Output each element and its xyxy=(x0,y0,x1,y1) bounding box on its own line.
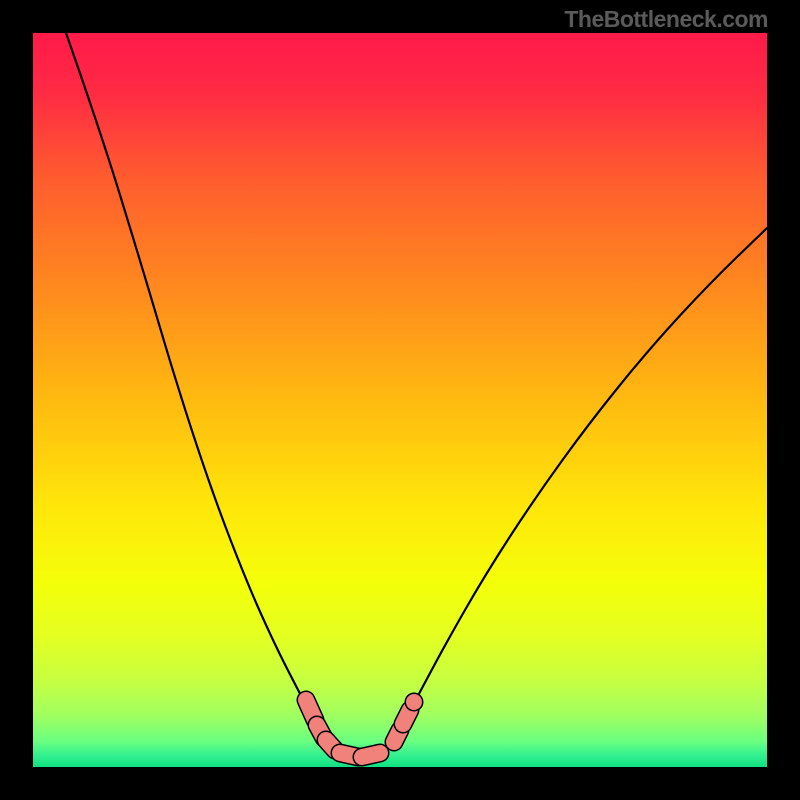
marker-segment xyxy=(362,753,380,757)
marker-segment xyxy=(403,710,410,724)
watermark-text: TheBottleneck.com xyxy=(564,6,768,32)
marker-dot xyxy=(405,693,424,712)
plot-area xyxy=(33,33,767,767)
